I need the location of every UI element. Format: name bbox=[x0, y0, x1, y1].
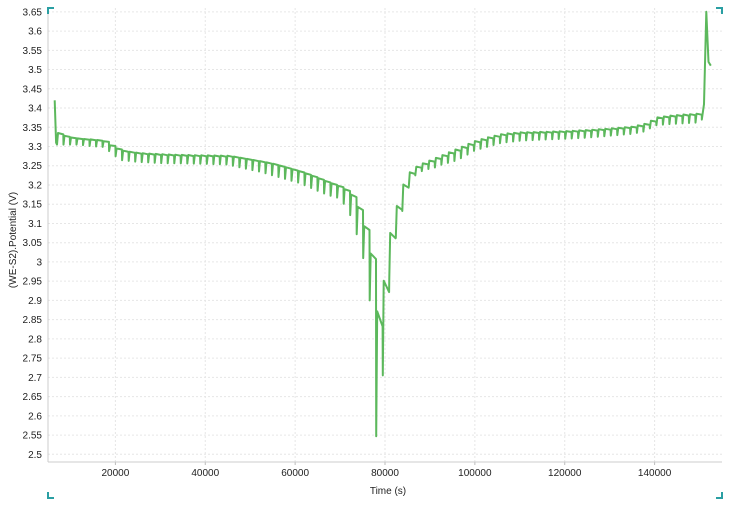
y-tick-label: 2.9 bbox=[28, 296, 42, 307]
y-tick-label: 3.65 bbox=[23, 7, 43, 18]
corner-marker bbox=[716, 7, 723, 14]
x-axis-title: Time (s) bbox=[370, 486, 406, 497]
grid-lines bbox=[48, 8, 722, 462]
y-tick-label: 2.7 bbox=[28, 373, 42, 384]
y-tick-label: 3.15 bbox=[23, 200, 43, 211]
y-tick-label: 3.35 bbox=[23, 123, 43, 134]
x-tick-label: 120000 bbox=[548, 468, 582, 479]
y-tick-label: 3.3 bbox=[28, 142, 42, 153]
y-tick-label: 2.55 bbox=[23, 431, 43, 442]
y-tick-label: 2.5 bbox=[28, 450, 42, 461]
x-tick-label: 20000 bbox=[101, 468, 129, 479]
x-tick-label: 100000 bbox=[458, 468, 492, 479]
y-tick-label: 2.65 bbox=[23, 392, 43, 403]
y-tick-label: 3.2 bbox=[28, 180, 42, 191]
series-layer bbox=[53, 10, 712, 438]
y-tick-label: 3.5 bbox=[28, 65, 42, 76]
y-tick-label: 3.4 bbox=[28, 104, 42, 115]
axes bbox=[47, 8, 722, 465]
corner-markers bbox=[47, 7, 723, 499]
corner-marker bbox=[716, 492, 723, 499]
y-axis-title: (WE-S2).Potential (V) bbox=[8, 192, 19, 288]
y-tick-label: 2.85 bbox=[23, 315, 43, 326]
y-tick-label: 3.45 bbox=[23, 84, 43, 95]
y-tick-label: 2.8 bbox=[28, 334, 42, 345]
series-line-0 bbox=[53, 10, 712, 438]
x-tick-label: 40000 bbox=[191, 468, 219, 479]
y-tick-label: 3.1 bbox=[28, 219, 42, 230]
y-tick-label: 3.6 bbox=[28, 27, 42, 38]
corner-marker bbox=[47, 492, 54, 499]
corner-marker bbox=[47, 7, 54, 14]
y-tick-label: 3.25 bbox=[23, 161, 43, 172]
y-tick-label: 3 bbox=[36, 257, 42, 268]
y-tick-label: 3.55 bbox=[23, 46, 43, 57]
x-tick-label: 80000 bbox=[371, 468, 399, 479]
y-tick-label: 2.6 bbox=[28, 411, 42, 422]
y-tick-label: 2.75 bbox=[23, 354, 43, 365]
x-tick-label: 140000 bbox=[638, 468, 672, 479]
y-tick-label: 3.05 bbox=[23, 238, 43, 249]
tick-labels: 2.5 2.55 2.6 2.65 2.7 2.75 2.8 2.85 2.9 2.95 3 3.05… bbox=[23, 7, 672, 479]
x-tick-label: 60000 bbox=[281, 468, 309, 479]
y-tick-label: 2.95 bbox=[23, 277, 43, 288]
